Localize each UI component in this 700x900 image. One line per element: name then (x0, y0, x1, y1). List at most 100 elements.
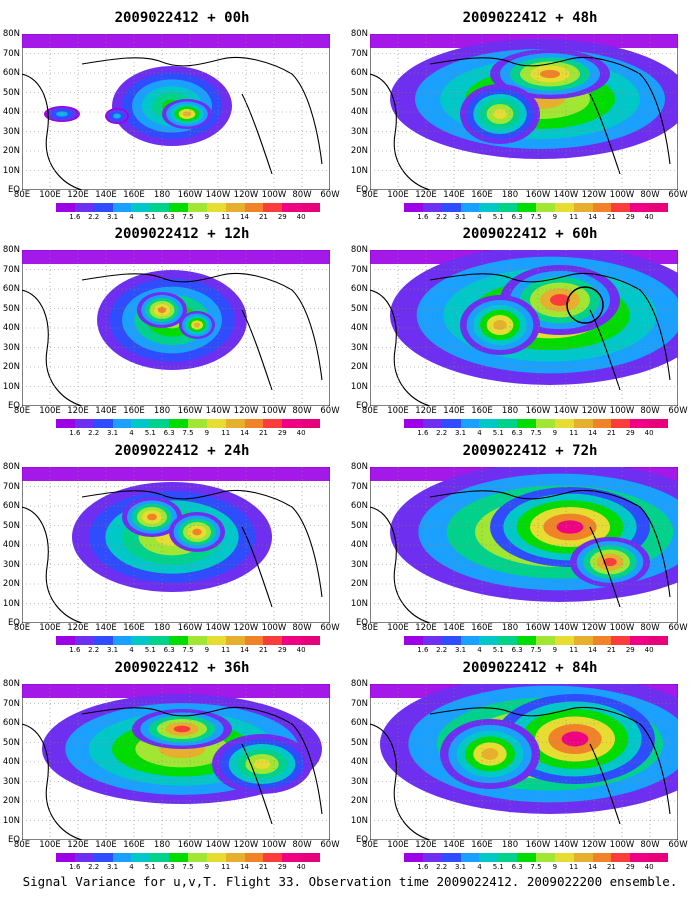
legend-swatch (422, 203, 442, 212)
legend-swatch (404, 203, 423, 212)
legend-label: 2.2 (436, 863, 448, 871)
variance-field (59, 112, 65, 116)
lat-tick-label: 20N (350, 579, 368, 589)
lat-tick-label: 60N (350, 68, 368, 78)
legend-swatch (150, 203, 170, 212)
legend-swatch (630, 419, 650, 428)
lon-tick-label: 120E (415, 190, 437, 200)
legend-swatch (404, 636, 423, 645)
coastline (370, 706, 671, 840)
legend-label: 5.1 (492, 429, 504, 437)
color-legend: 1.6 2.2 3.1 4 5.1 6.3 7.5 9 11 14 21 29 40 (56, 853, 321, 873)
variance-field (493, 320, 507, 330)
lat-tick-label: 20N (2, 146, 20, 156)
lat-tick-label: 80N (2, 679, 20, 689)
lat-tick-label: 70N (2, 698, 20, 709)
legend-label: 6.3 (511, 429, 523, 437)
legend-label: 40 (644, 646, 654, 654)
variance-field (22, 684, 330, 698)
legend-label: 21 (606, 863, 616, 871)
legend-swatch (592, 636, 612, 645)
legend-swatch (630, 636, 650, 645)
legend-label: 6.3 (511, 213, 523, 221)
lon-tick-label: 120W (233, 623, 259, 633)
map-panel: 2009022412 + 36h 80N 70N 60N 50N 40N 30N 20N 10N… (3, 660, 342, 871)
lon-tick-label: 160W (177, 190, 203, 200)
variance-map (22, 250, 330, 406)
lat-tick-label: 80N (350, 29, 368, 39)
legend-label: 40 (296, 213, 306, 221)
lat-tick-label: 80N (2, 462, 20, 472)
highlight-circle (566, 286, 604, 324)
legend-swatch (441, 419, 461, 428)
legend-label: 9 (204, 213, 210, 221)
legend-swatch (282, 419, 302, 428)
lon-tick-label: 100W (261, 190, 287, 200)
legend-label: 29 (277, 646, 287, 654)
lon-tick-label: 160W (177, 406, 203, 416)
legend-label: 4 (129, 429, 134, 437)
variance-field (603, 557, 617, 567)
lon-tick-label: 160E (123, 406, 145, 416)
legend-label: 14 (588, 429, 598, 437)
legend-swatch (517, 853, 537, 862)
legend-label: 4 (477, 646, 482, 654)
legend-label: 1.6 (417, 646, 429, 654)
legend-label: 7.5 (530, 213, 542, 221)
legend-label: 11 (221, 213, 231, 221)
lat-axis-labels: 80N 70N 60N 50N 40N 30N 20N 10N EQ (348, 245, 370, 411)
lon-tick-label: 180 (153, 840, 171, 850)
legend-label: 6.3 (163, 213, 175, 221)
lat-tick-label: EQ (355, 618, 368, 628)
legend-swatch (460, 203, 480, 212)
lon-tick-label: 180 (501, 406, 519, 416)
variance-field (22, 467, 330, 481)
variance-field (556, 520, 584, 534)
lon-tick-label: 140W (553, 406, 579, 416)
legend-label: 5.1 (144, 213, 156, 221)
legend-swatch (517, 419, 537, 428)
lon-tick-label: 140E (443, 190, 465, 200)
legend-label: 7.5 (182, 646, 194, 654)
legend-swatch (422, 419, 442, 428)
legend-label: 7.5 (530, 429, 542, 437)
legend-swatch (56, 853, 75, 862)
lon-tick-label: 100W (609, 623, 635, 633)
coastline (370, 272, 671, 406)
legend-swatch (225, 636, 245, 645)
legend-label: 29 (625, 213, 635, 221)
legend-label: 14 (588, 863, 598, 871)
legend-swatch (573, 419, 593, 428)
legend-label: 11 (221, 646, 231, 654)
legend-swatch (244, 419, 264, 428)
lon-tick-label: 80W (640, 190, 660, 200)
legend-swatch (649, 636, 669, 645)
legend-label: 3.1 (454, 213, 467, 221)
legend-swatch (225, 853, 245, 862)
legend-swatch (460, 853, 480, 862)
lat-tick-label: 70N (350, 48, 368, 59)
lat-tick-label: 30N (2, 776, 20, 787)
lon-tick-label: 120W (233, 840, 259, 850)
legend-label: 2.2 (436, 213, 448, 221)
legend-label: 3.1 (106, 863, 119, 871)
legend-label: 6.3 (511, 646, 523, 654)
legend-swatch (188, 203, 207, 212)
legend-label: 29 (625, 863, 635, 871)
variance-field (540, 69, 560, 79)
lat-axis-labels: 80N 70N 60N 50N 40N 30N 20N 10N EQ (348, 29, 370, 195)
legend-label: 14 (240, 429, 250, 437)
lat-tick-label: 70N (350, 481, 368, 492)
lon-tick-label: 160E (471, 623, 493, 633)
lat-tick-label: 50N (2, 303, 20, 314)
lon-tick-label: 140W (553, 190, 579, 200)
lat-axis-labels: 80N 70N 60N 50N 40N 30N 20N 10N EQ (0, 245, 22, 411)
legend-label: 1.6 (69, 213, 81, 221)
lat-tick-label: 60N (2, 501, 20, 511)
lat-tick-label: 20N (2, 579, 20, 589)
legend-swatch (93, 636, 113, 645)
variance-map (370, 684, 678, 840)
lat-tick-label: 40N (2, 323, 20, 333)
legend-label: 29 (625, 429, 635, 437)
lon-axis-labels: 80E 100E 120E 140E 160E 180 160W 140W 120W 100W 80… (14, 190, 342, 202)
